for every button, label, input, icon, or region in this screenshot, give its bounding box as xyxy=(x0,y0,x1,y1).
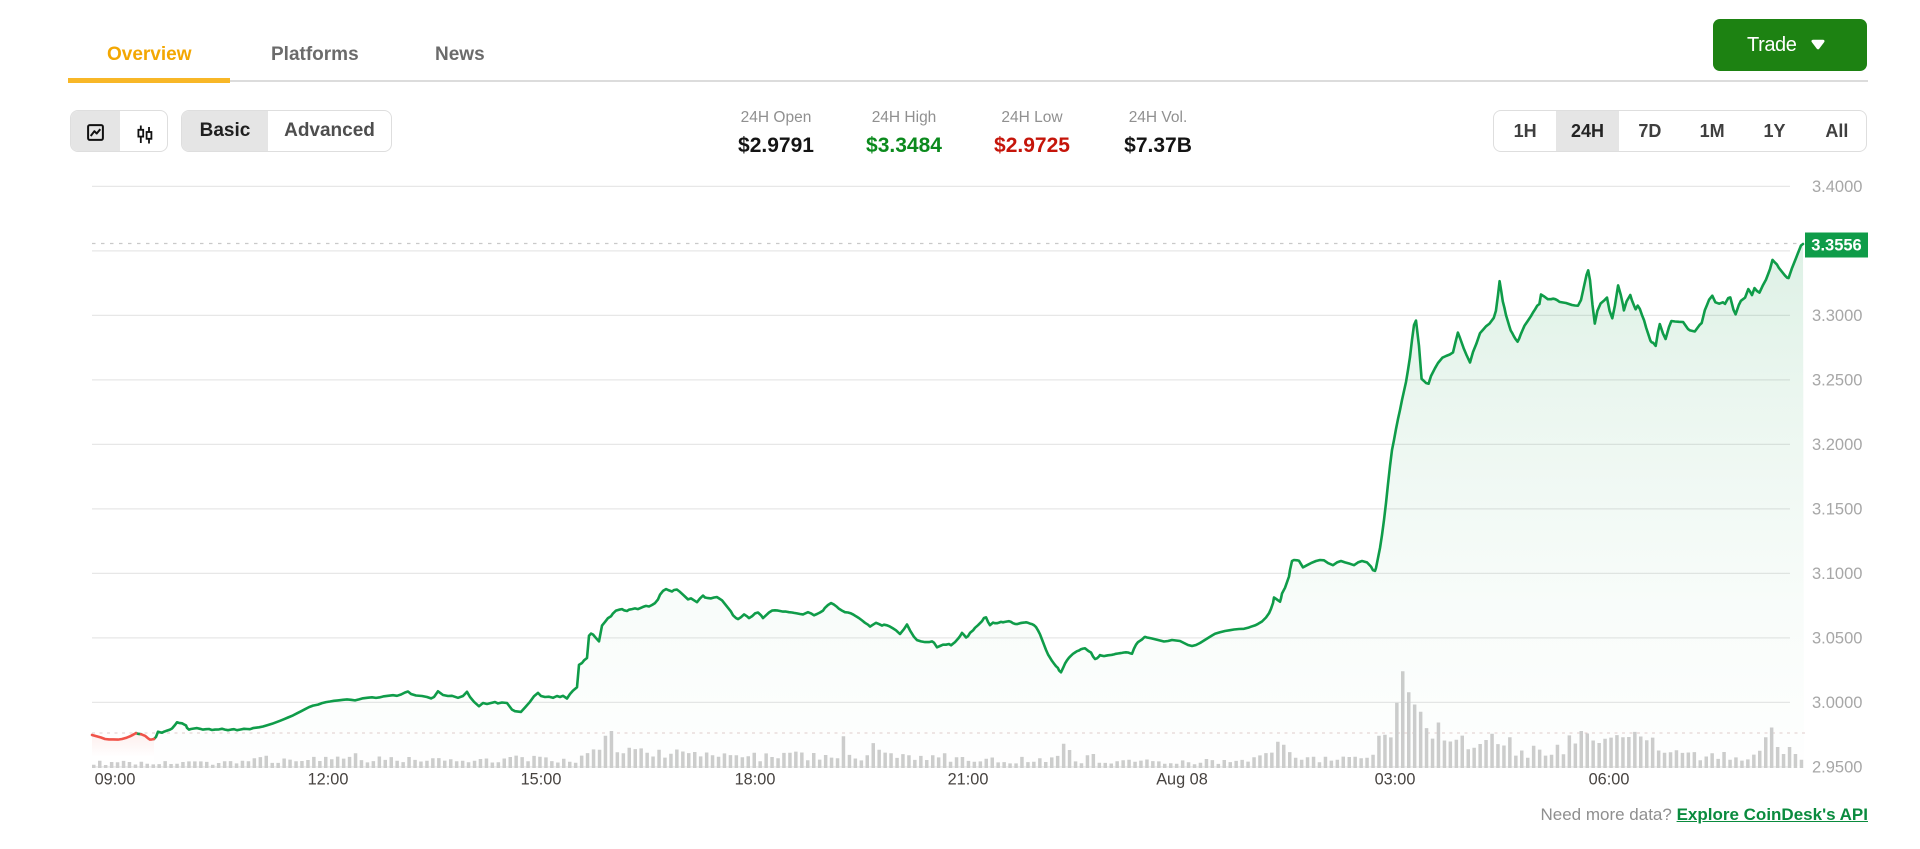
svg-text:3.2000: 3.2000 xyxy=(1812,436,1862,454)
svg-text:21:00: 21:00 xyxy=(948,771,989,789)
svg-text:03:00: 03:00 xyxy=(1375,771,1416,789)
svg-text:09:00: 09:00 xyxy=(95,771,136,789)
svg-text:Aug 08: Aug 08 xyxy=(1156,771,1208,789)
svg-text:12:00: 12:00 xyxy=(308,771,349,789)
svg-text:3.0000: 3.0000 xyxy=(1812,694,1862,712)
svg-text:3.0500: 3.0500 xyxy=(1812,629,1862,647)
svg-text:2.9500: 2.9500 xyxy=(1812,758,1862,776)
svg-text:15:00: 15:00 xyxy=(521,771,562,789)
svg-text:18:00: 18:00 xyxy=(735,771,776,789)
svg-text:3.4000: 3.4000 xyxy=(1812,178,1862,196)
svg-text:3.2500: 3.2500 xyxy=(1812,371,1862,389)
svg-text:3.3000: 3.3000 xyxy=(1812,307,1862,325)
svg-text:06:00: 06:00 xyxy=(1589,771,1630,789)
svg-text:3.1000: 3.1000 xyxy=(1812,565,1862,583)
svg-text:3.1500: 3.1500 xyxy=(1812,500,1862,518)
svg-text:3.3556: 3.3556 xyxy=(1811,237,1861,255)
